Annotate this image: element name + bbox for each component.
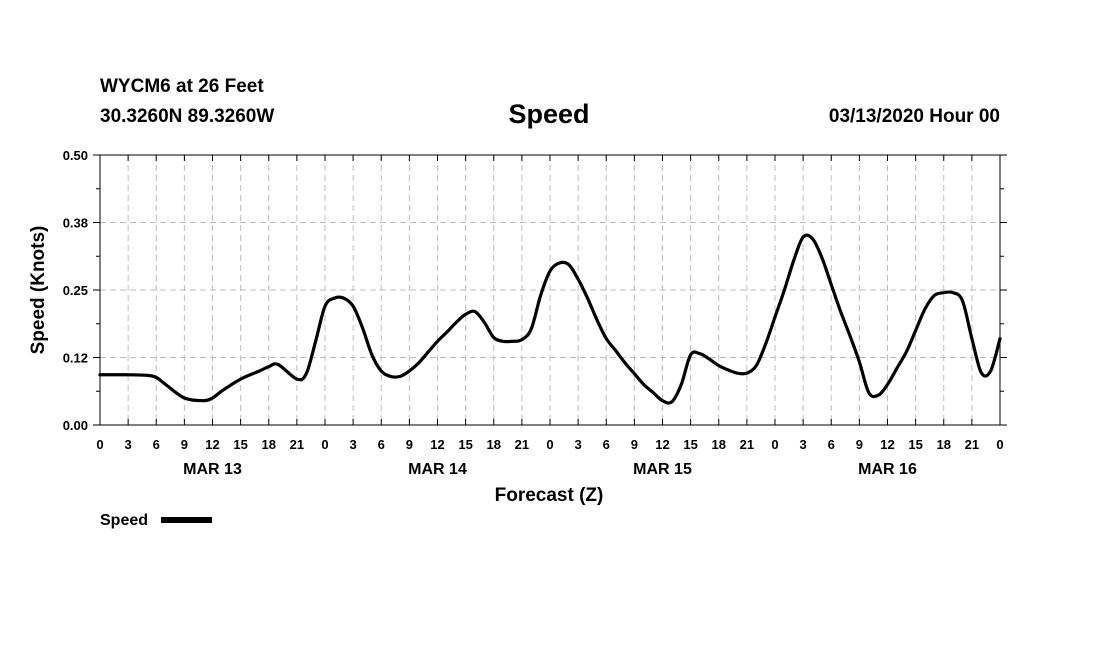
y-tick-label: 0.50 [63,148,88,163]
date-label: MAR 16 [858,461,917,478]
station-name: WYCM6 at 26 Feet [100,76,264,97]
date-label: MAR 13 [183,461,242,478]
x-tick-label: 18 [487,437,501,452]
x-tick-label: 0 [996,437,1003,452]
legend-label: Speed [100,512,148,529]
x-tick-label: 21 [515,437,529,452]
x-tick-label: 18 [262,437,276,452]
x-axis: 0 3 6 9 12 15 18 21 0 3 6 9 12 15 18 21 0 3 6 9 12 15 18 21 0 3 6 9… [96,155,1004,478]
y-axis-label: Speed (Knots) [28,226,49,355]
x-tick-label: 21 [965,437,979,452]
y-tick-label: 0.12 [63,351,88,366]
grid [100,155,1000,425]
date-label: MAR 14 [408,461,467,478]
legend: Speed [100,512,212,529]
y-tick-label: 0.25 [63,283,88,298]
x-tick-label: 12 [430,437,444,452]
x-tick-label: 6 [603,437,610,452]
chart-title: Speed [508,99,590,129]
y-tick-label: 0.00 [63,418,88,433]
x-tick-label: 6 [153,437,160,452]
series-layer [98,233,1002,405]
y-axis: 0.00 0.12 0.25 0.38 0.50 [63,148,1007,433]
forecast-time: 03/13/2020 Hour 00 [828,106,1000,127]
x-tick-label: 12 [205,437,219,452]
x-tick-label: 12 [655,437,669,452]
x-tick-label: 9 [631,437,638,452]
x-tick-label: 0 [546,437,553,452]
plot-frame [99,154,1001,426]
x-tick-label: 21 [740,437,754,452]
x-tick-label: 9 [856,437,863,452]
x-tick-label: 15 [458,437,472,452]
x-tick-label: 3 [575,437,582,452]
x-tick-label: 3 [800,437,807,452]
date-label: MAR 15 [633,461,692,478]
x-tick-label: 9 [406,437,413,452]
y-tick-label: 0.38 [63,216,88,231]
x-axis-label: Forecast (Z) [495,485,604,506]
x-tick-label: 18 [937,437,951,452]
x-tick-label: 15 [683,437,697,452]
series-line-speed [98,233,1002,405]
x-tick-label: 21 [290,437,304,452]
x-tick-label: 3 [125,437,132,452]
x-tick-label: 0 [96,437,103,452]
x-tick-label: 0 [771,437,778,452]
station-coordinates: 30.3260N 89.3260W [100,106,275,127]
x-tick-label: 3 [350,437,357,452]
x-tick-label: 9 [181,437,188,452]
x-tick-label: 18 [712,437,726,452]
x-tick-label: 0 [321,437,328,452]
x-tick-label: 6 [828,437,835,452]
x-tick-label: 15 [908,437,922,452]
x-tick-label: 12 [880,437,894,452]
x-tick-label: 15 [233,437,247,452]
x-tick-label: 6 [378,437,385,452]
